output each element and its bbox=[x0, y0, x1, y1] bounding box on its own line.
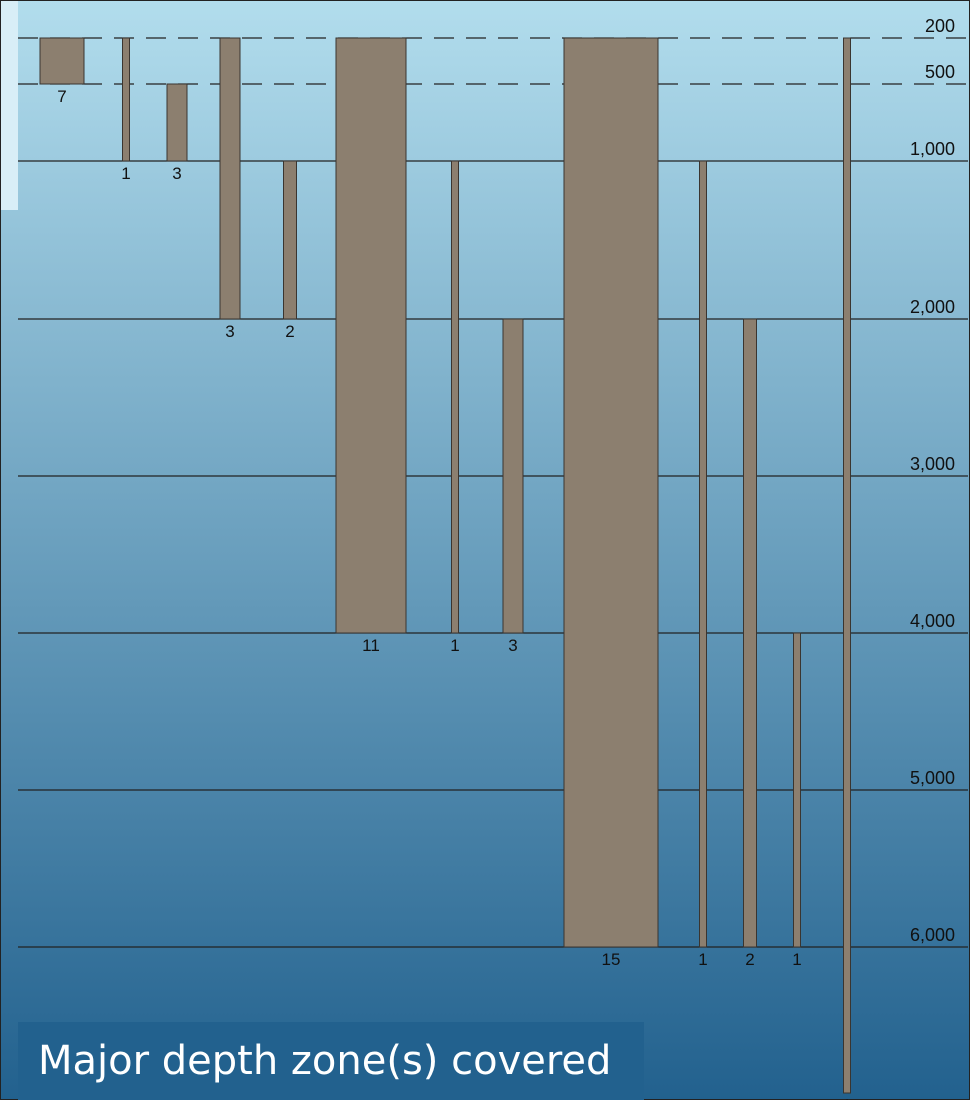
count-label-11: 2 bbox=[745, 950, 754, 969]
depth-bar-8 bbox=[502, 318, 524, 634]
depth-bars bbox=[39, 37, 851, 1094]
count-labels: 713321113151211 bbox=[57, 87, 851, 1100]
count-label-13: 1 bbox=[842, 1096, 851, 1100]
depth-bar-5 bbox=[283, 160, 297, 320]
tick-label-500: 500 bbox=[925, 62, 955, 82]
side-panel bbox=[0, 0, 18, 210]
count-label-5: 2 bbox=[285, 322, 294, 341]
tick-label-1000: 1,000 bbox=[910, 139, 955, 159]
tick-label-6000: 6,000 bbox=[910, 925, 955, 945]
tick-label-5000: 5,000 bbox=[910, 768, 955, 788]
count-label-9: 15 bbox=[602, 950, 621, 969]
depth-bar-11 bbox=[743, 318, 757, 948]
depth-bar-12 bbox=[793, 632, 801, 948]
count-label-12: 1 bbox=[792, 950, 801, 969]
tick-label-2000: 2,000 bbox=[910, 297, 955, 317]
count-label-10: 1 bbox=[698, 950, 707, 969]
caption-label: Major depth zone(s) covered bbox=[18, 1022, 644, 1100]
tick-label-200: 200 bbox=[925, 16, 955, 36]
count-label-7: 1 bbox=[450, 636, 459, 655]
depth-bar-6 bbox=[335, 37, 407, 634]
depth-tick-labels: 200 500 1,000 2,000 3,000 4,000 5,000 6,000 bbox=[910, 16, 955, 945]
count-label-1: 7 bbox=[57, 87, 66, 106]
count-label-4: 3 bbox=[225, 322, 234, 341]
depth-bar-13 bbox=[843, 37, 851, 1094]
depth-bar-3 bbox=[166, 83, 188, 162]
depth-bar-10 bbox=[699, 160, 707, 948]
tick-label-3000: 3,000 bbox=[910, 454, 955, 474]
depth-bar-4 bbox=[219, 37, 241, 320]
count-label-2: 1 bbox=[121, 164, 130, 183]
depth-bar-1 bbox=[39, 37, 85, 85]
depth-bar-9 bbox=[563, 37, 659, 948]
depth-bar-7 bbox=[451, 160, 459, 634]
depth-gridlines bbox=[18, 37, 968, 948]
count-label-3: 3 bbox=[172, 164, 181, 183]
count-label-8: 3 bbox=[508, 636, 517, 655]
count-label-6: 11 bbox=[362, 636, 380, 655]
depth-bar-2 bbox=[122, 37, 130, 162]
tick-label-4000: 4,000 bbox=[910, 611, 955, 631]
